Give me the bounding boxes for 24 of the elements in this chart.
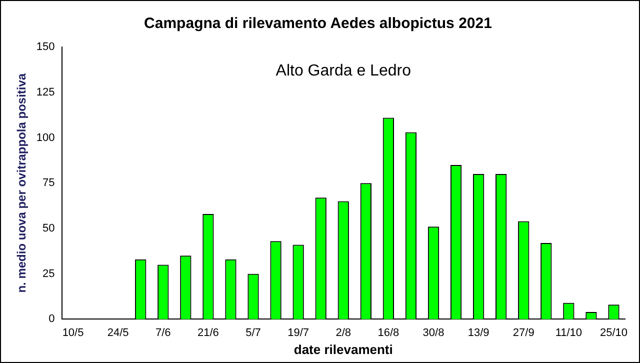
y-tick-label: 150	[36, 41, 55, 54]
x-axis-title: date rilevamenti	[294, 342, 393, 357]
chart-title: Campagna di rilevamento Aedes albopictus 2021	[144, 15, 492, 32]
x-tick-label: 10/5	[62, 326, 84, 339]
x-tick-label: 24/5	[107, 326, 129, 339]
x-tick-label: 11/10	[555, 326, 582, 339]
x-tick-label: 16/8	[378, 326, 400, 339]
x-tick-label: 7/6	[155, 326, 171, 339]
x-tick-label: 13/9	[468, 326, 490, 339]
y-tick-label: 100	[36, 132, 55, 144]
x-tick-label: 27/9	[512, 326, 534, 339]
x-tick-label: 30/8	[422, 326, 444, 339]
x-tick-label: 2/8	[336, 326, 352, 339]
x-tick-label: 5/7	[246, 326, 261, 339]
x-tick-label: 21/6	[197, 326, 219, 339]
y-axis-title: n. medio uova per ovitrappola positiva	[14, 73, 29, 293]
y-tick-label: 125	[36, 86, 55, 98]
y-tick-label: 0	[48, 313, 55, 326]
x-tick-label: 19/7	[288, 326, 310, 339]
annotation: Alto Garda e Ledro	[276, 62, 412, 80]
y-tick-label: 75	[42, 177, 55, 190]
y-tick-label: 50	[42, 222, 55, 234]
y-tick-label: 25	[42, 268, 55, 280]
x-tick-label: 25/10	[600, 326, 628, 339]
